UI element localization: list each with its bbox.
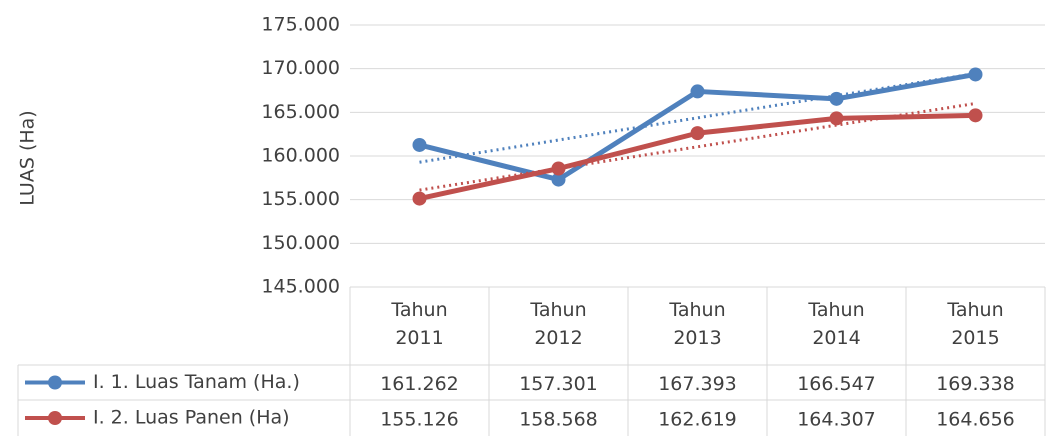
y-tick-label: 150.000 <box>261 232 340 254</box>
table-value: 157.301 <box>519 373 598 395</box>
point <box>412 191 427 206</box>
y-tick-label: 170.000 <box>261 57 340 79</box>
y-tick-label: 160.000 <box>261 145 340 167</box>
point <box>829 111 844 126</box>
legend-marker <box>48 375 62 390</box>
legend-label: I. 2. Luas Panen (Ha) <box>93 407 290 429</box>
x-tick-label: Tahun 2011 <box>390 299 447 349</box>
table-value: 169.338 <box>936 373 1015 395</box>
point <box>690 84 705 99</box>
y-axis-title: LUAS (Ha) <box>17 110 39 205</box>
x-tick-label: Tahun 2012 <box>529 299 586 349</box>
legend-label: I. 1. Luas Tanam (Ha.) <box>93 371 300 393</box>
point <box>968 108 983 123</box>
table-value: 161.262 <box>380 373 459 395</box>
x-tick-label: Tahun 2015 <box>946 299 1003 349</box>
y-tick-label: 145.000 <box>261 276 340 298</box>
y-tick-label: 165.000 <box>261 101 340 123</box>
table-value: 162.619 <box>658 409 737 431</box>
y-tick-label: 155.000 <box>261 188 340 210</box>
point <box>968 67 983 82</box>
table-value: 166.547 <box>797 373 876 395</box>
x-tick-label: Tahun 2014 <box>807 299 864 349</box>
point <box>412 137 427 152</box>
legend-marker <box>48 411 62 425</box>
point <box>551 161 566 176</box>
y-tick-label: 175.000 <box>261 14 340 36</box>
x-tick-label: Tahun 2013 <box>668 299 725 349</box>
table-value: 158.568 <box>519 409 598 431</box>
point <box>690 126 705 141</box>
table-value: 164.307 <box>797 409 876 431</box>
table-value: 164.656 <box>936 409 1015 431</box>
table-value: 155.126 <box>380 409 459 431</box>
point <box>829 91 844 106</box>
table-value: 167.393 <box>658 373 737 395</box>
point <box>551 172 566 187</box>
